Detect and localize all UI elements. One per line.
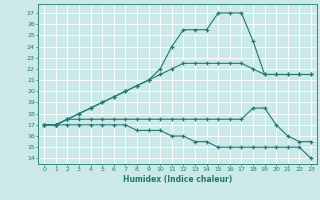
X-axis label: Humidex (Indice chaleur): Humidex (Indice chaleur)	[123, 175, 232, 184]
